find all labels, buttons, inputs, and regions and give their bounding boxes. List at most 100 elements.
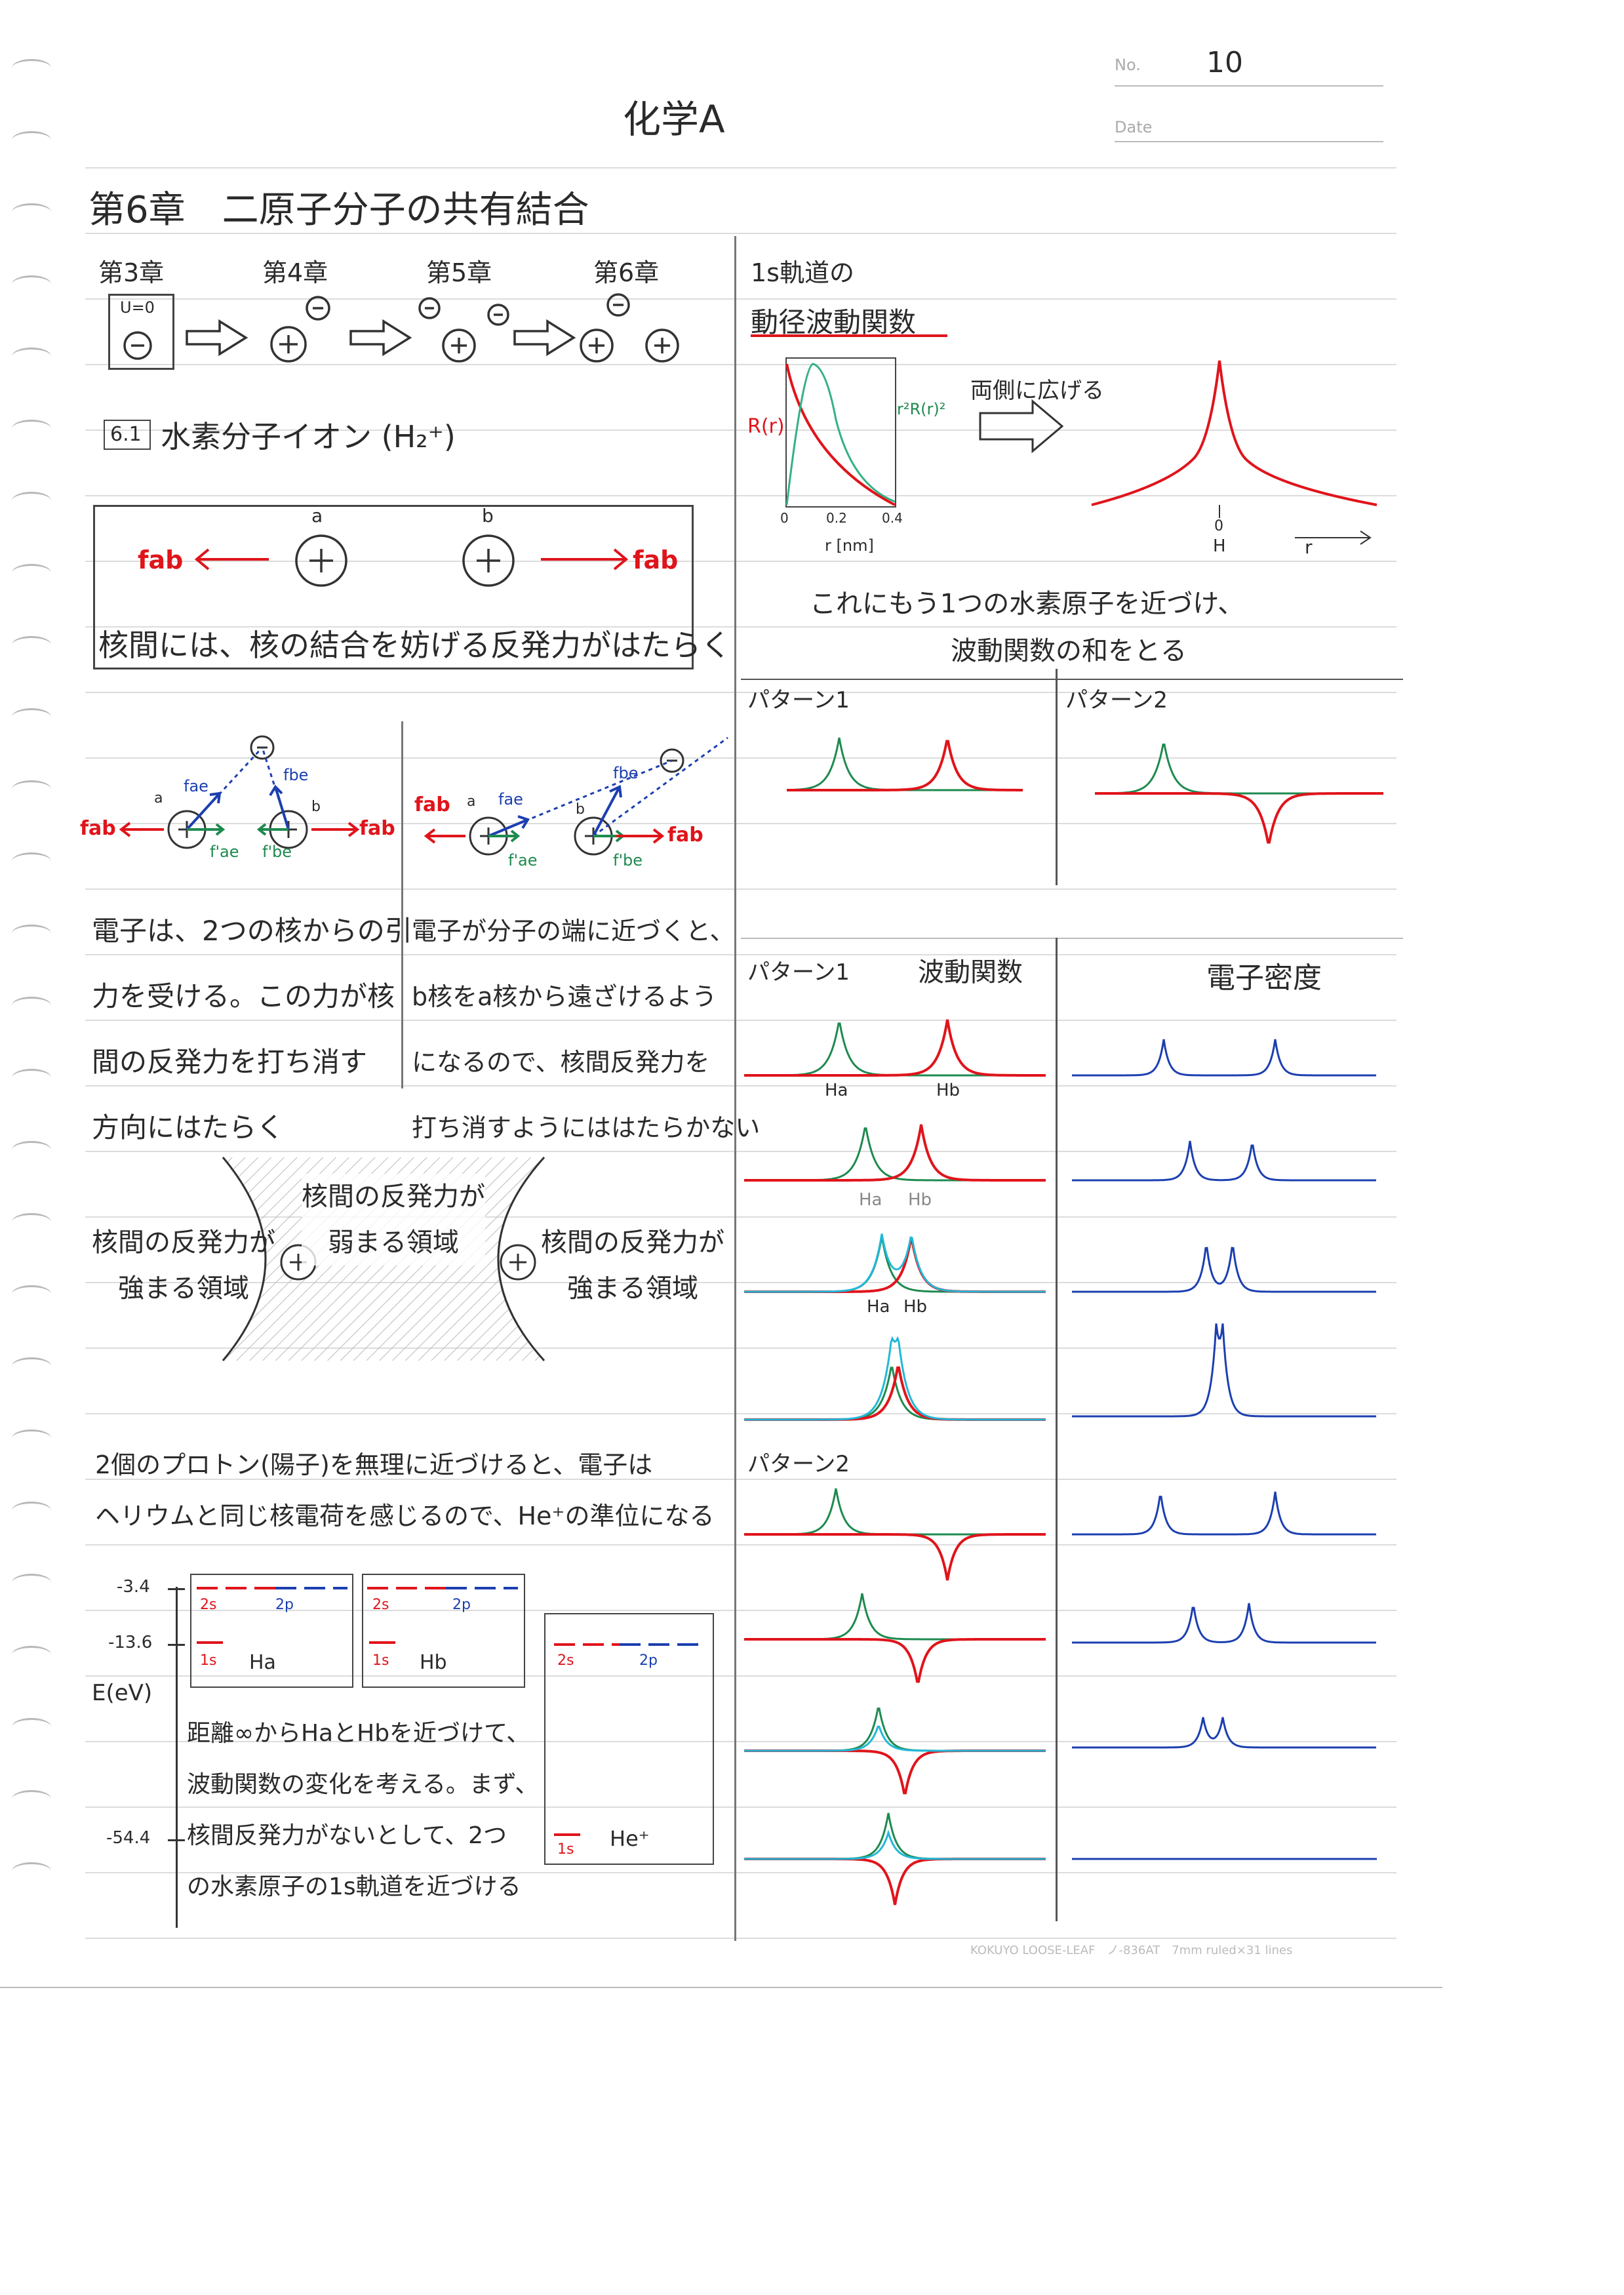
ring-icon: [12, 1357, 51, 1375]
nucleus-b-label: b: [311, 799, 321, 815]
atom-ha-label: Ha: [249, 1651, 276, 1674]
force-fab-left: fab: [138, 546, 184, 574]
ring-icon: [12, 1862, 51, 1880]
text-line: 2個のプロトン(陽子)を無理に近づけると、電子は: [95, 1450, 653, 1479]
text-line: 波動関数の和をとる: [951, 636, 1187, 666]
force-fab-label: fab: [414, 793, 450, 816]
text-line: 核間反発力がないとして、2つ: [187, 1822, 507, 1849]
pattern-top-rule: [741, 679, 1403, 680]
text-line: 方向にはたらく: [92, 1111, 285, 1144]
text-line: 弱まる領域: [328, 1227, 459, 1258]
nucleus-b-label: b: [576, 801, 585, 818]
pattern-divider-lower: [1056, 938, 1058, 1921]
text-line: 核間の反発力が: [541, 1227, 724, 1258]
energy-tick: -13.6: [108, 1633, 153, 1652]
wavefunction-sum: [744, 1233, 1046, 1293]
radial-title: 1s軌道の: [751, 258, 854, 287]
chapter-label: 第4章: [262, 258, 328, 287]
ring-icon: [12, 925, 51, 942]
ring-icon: [12, 1141, 51, 1159]
density-curve: [1072, 1039, 1376, 1077]
energy-tick-mark: [168, 1588, 185, 1590]
text-line: 核間の反発力が: [92, 1227, 275, 1258]
text-line: 力を受ける。この力が核: [92, 980, 395, 1012]
repulsion-caption: 核間には、核の結合を妨げる反発力がはたらく: [98, 628, 732, 663]
wavefunction-b: [744, 1366, 1046, 1421]
spread-r-label: r: [1305, 536, 1313, 558]
wavefunction-sum: [744, 1336, 1046, 1421]
density-curve: [1072, 1717, 1376, 1749]
level-2s: 2s: [200, 1597, 217, 1613]
wavefunction-b: [744, 1749, 1046, 1795]
force-divider: [401, 721, 403, 1088]
energy-axis-label: E(eV): [92, 1680, 153, 1706]
ring-icon: [12, 1790, 51, 1808]
level-1s: 1s: [557, 1841, 574, 1858]
density-label: 電子密度: [1206, 961, 1322, 995]
text-line: 間の反発力を打ち消す: [92, 1046, 368, 1078]
density-curve: [1072, 1603, 1376, 1644]
force-fbe-label: fbe: [613, 764, 639, 782]
ring-icon: [12, 997, 51, 1014]
level-2p: 2p: [275, 1597, 294, 1613]
energy-box-ha: [190, 1574, 353, 1688]
no-underline: [1115, 85, 1383, 87]
nucleus-b-label: b: [482, 505, 494, 527]
proton-text: 2個のプロトン(陽子)を無理に近づけると、電子は ヘリウムと同じ核電荷を感じるの…: [95, 1439, 715, 1542]
wavefunction-b: [744, 1533, 1046, 1581]
ring-icon: [12, 564, 51, 582]
force-fab-label: fab: [667, 824, 703, 847]
chapter-label: 第3章: [98, 258, 165, 287]
ring-icon: [12, 852, 51, 870]
text-line: これにもう1つの水素原子を近づけ、: [810, 589, 1244, 619]
hb-label: Hb: [908, 1190, 932, 1210]
footer-brand: KOKUYO LOOSE-LEAF ノ-836AT 7mm ruled×31 l…: [970, 1944, 1293, 1957]
ring-icon: [12, 1502, 51, 1519]
force-fbe-prime-label: f'be: [613, 851, 643, 869]
wavefunction-sum: [744, 1725, 1046, 1752]
column-divider: [734, 236, 736, 1941]
ring-icon: [12, 636, 51, 654]
text-line: 距離∞からHaとHbを近づけて、: [187, 1720, 530, 1747]
page-bottom-rule: [0, 1987, 1442, 1988]
text-line: 電子が分子の端に近づくと、: [412, 917, 735, 946]
ring-icon: [12, 780, 51, 798]
page-title: 化学A: [623, 97, 725, 142]
ring-icon: [12, 1429, 51, 1447]
text-line: 打ち消すようにははたらかない: [412, 1113, 761, 1142]
pattern-rule: [741, 938, 1403, 939]
wavefunction-b: [744, 1858, 1046, 1906]
pattern1-label: パターン1: [747, 687, 850, 713]
radial-xtick: 0.2: [826, 510, 847, 526]
ring-icon: [12, 1718, 51, 1736]
repulsion-box: [93, 505, 694, 669]
ring-icon: [12, 1069, 51, 1087]
spread-label: 両側に広げる: [970, 378, 1104, 404]
ring-icon: [12, 708, 51, 726]
text-line: 核間の反発力が: [302, 1182, 485, 1212]
radial-ylabel-left: R(r): [747, 415, 785, 438]
energy-axis: [176, 1587, 178, 1928]
section-title: 水素分子イオン (H₂⁺): [161, 419, 456, 454]
ring-icon: [12, 203, 51, 221]
ring-icon: [12, 420, 51, 437]
wavefunction-a: [1094, 744, 1383, 795]
energy-tick: -3.4: [117, 1577, 150, 1597]
radial-underline: [751, 334, 947, 337]
ring-icon: [12, 1574, 51, 1591]
wavefunction-sum: [744, 1829, 1046, 1860]
text-line: 強まる領域: [567, 1273, 698, 1304]
level-2p: 2p: [452, 1597, 471, 1613]
page-number: 10: [1206, 46, 1243, 79]
wavefunction-b: [744, 1638, 1046, 1683]
ring-icon: [12, 131, 51, 149]
force-fbe-prime-label: f'be: [262, 843, 292, 861]
radial-ylabel-right: r²R(r)²: [897, 400, 946, 418]
force-fab-label: fab: [359, 817, 395, 840]
section-number-box: [104, 420, 151, 450]
radial-xlabel: r [nm]: [825, 536, 874, 555]
wavefunction-a: [744, 1812, 1046, 1860]
text-line: 強まる領域: [118, 1273, 249, 1304]
wavefunction-b: [787, 740, 1023, 791]
